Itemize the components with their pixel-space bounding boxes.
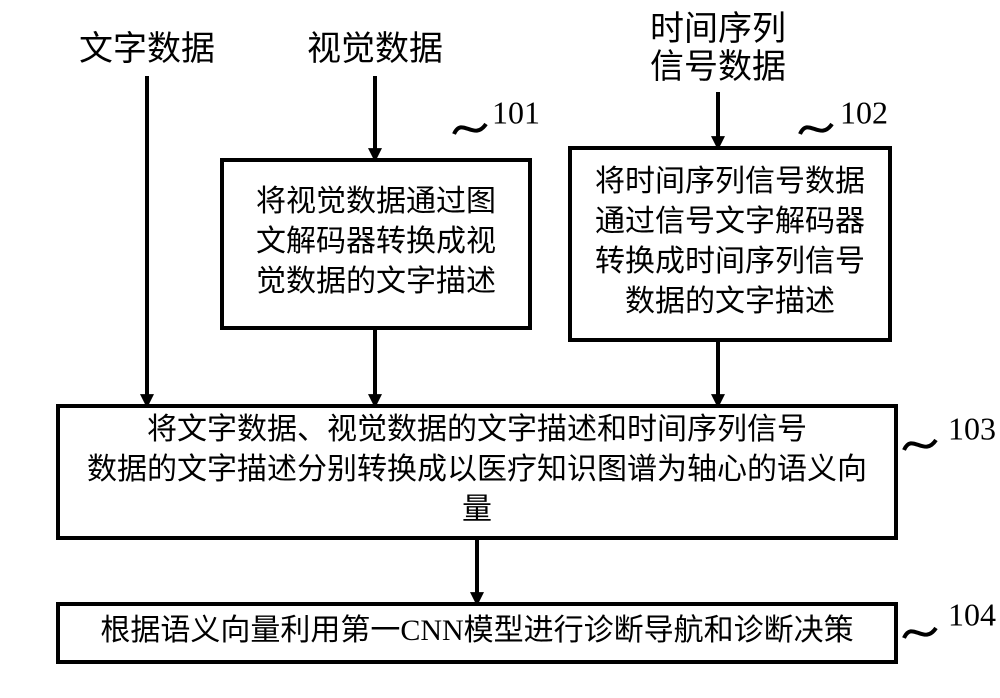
tilde-t101 [454, 124, 486, 134]
ref-r104: 104 [948, 596, 996, 632]
box-b101: 将视觉数据通过图文解码器转换成视觉数据的文字描述 [222, 160, 530, 328]
box-b102: 将时间序列信号数据通过信号文字解码器转换成时间序列信号数据的文字描述 [570, 148, 890, 340]
box-b103-line-0: 将文字数据、视觉数据的文字描述和时间序列信号 [147, 413, 807, 446]
tilde-t103 [904, 440, 936, 450]
label-ts_data_l1: 时间序列 [650, 10, 786, 48]
box-b102-line-2: 转换成时间序列信号 [595, 245, 865, 278]
box-b102-line-3: 数据的文字描述 [625, 285, 835, 318]
ref-r101: 101 [492, 94, 540, 130]
tilde-t102 [800, 124, 832, 134]
box-b101-line-0: 将视觉数据通过图 [256, 185, 496, 218]
box-b104-line-0: 根据语义向量利用第一CNN模型进行诊断导航和诊断决策 [100, 614, 853, 647]
label-ts_data_l2: 信号数据 [650, 48, 786, 86]
box-b103-line-1: 数据的文字描述分别转换成以医疗知识图谱为轴心的语义向 [87, 453, 867, 486]
box-b104: 根据语义向量利用第一CNN模型进行诊断导航和诊断决策 [58, 604, 896, 662]
label-text_data: 文字数据 [79, 30, 215, 68]
flowchart-diagram: 将视觉数据通过图文解码器转换成视觉数据的文字描述将时间序列信号数据通过信号文字解… [0, 0, 1000, 698]
box-b102-line-1: 通过信号文字解码器 [595, 205, 865, 238]
box-b101-line-1: 文解码器转换成视 [256, 225, 496, 258]
label-visual_data: 视觉数据 [307, 30, 443, 68]
tilde-t104 [904, 628, 936, 638]
ref-r102: 102 [840, 94, 888, 130]
box-b103: 将文字数据、视觉数据的文字描述和时间序列信号数据的文字描述分别转换成以医疗知识图… [58, 406, 896, 538]
box-b103-line-2: 量 [462, 493, 492, 526]
box-b102-line-0: 将时间序列信号数据 [595, 165, 865, 198]
ref-r103: 103 [948, 410, 996, 446]
box-b101-line-2: 觉数据的文字描述 [256, 265, 496, 298]
